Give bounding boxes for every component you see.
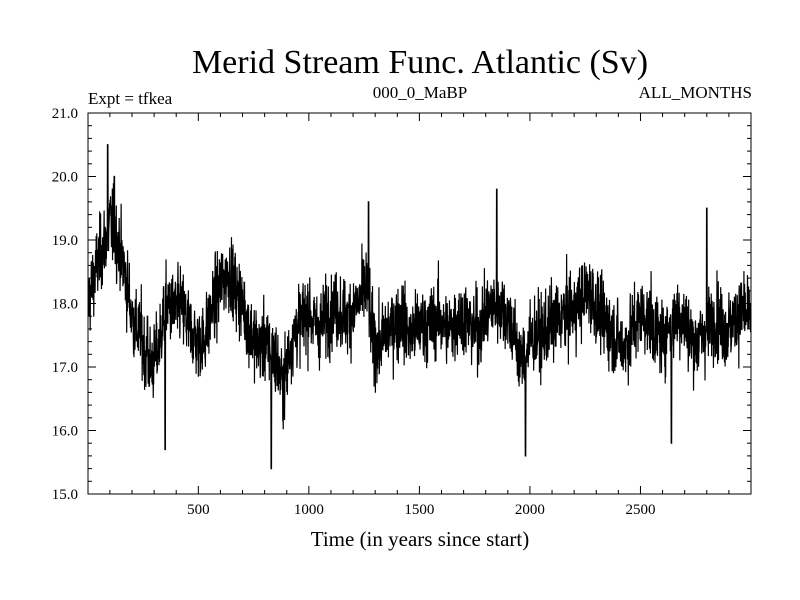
x-tick-label: 1000: [294, 502, 324, 518]
y-tick-label: 18.0: [52, 297, 78, 313]
series-layer: [88, 144, 751, 470]
chart-title: Merid Stream Func. Atlantic (Sv): [192, 44, 648, 81]
x-tick-label: 1500: [404, 502, 434, 518]
y-tick-label: 15.0: [52, 487, 78, 503]
x-axis-label: Time (in years since start): [311, 527, 530, 551]
subtitle-left: Expt = tfkea: [88, 89, 173, 108]
subtitle-right: ALL_MONTHS: [639, 83, 752, 102]
y-tick-label: 21.0: [52, 106, 78, 122]
plot-frame: [87, 112, 752, 495]
x-tick-label: 500: [187, 502, 210, 518]
series-line: [88, 144, 751, 470]
y-tick-label: 19.0: [52, 233, 78, 249]
y-tick-label: 16.0: [52, 424, 78, 440]
x-tick-label: 2000: [515, 502, 545, 518]
y-tick-label: 20.0: [52, 170, 78, 186]
axes-layer: 500 1000 1500 2000 2500 15.0 16.0 17.0 18.0 19.0 2…: [52, 106, 751, 518]
x-tick-label: 2500: [625, 502, 655, 518]
subtitle-center: 000_0_MaBP: [373, 83, 467, 102]
y-tick-label: 17.0: [52, 360, 78, 376]
